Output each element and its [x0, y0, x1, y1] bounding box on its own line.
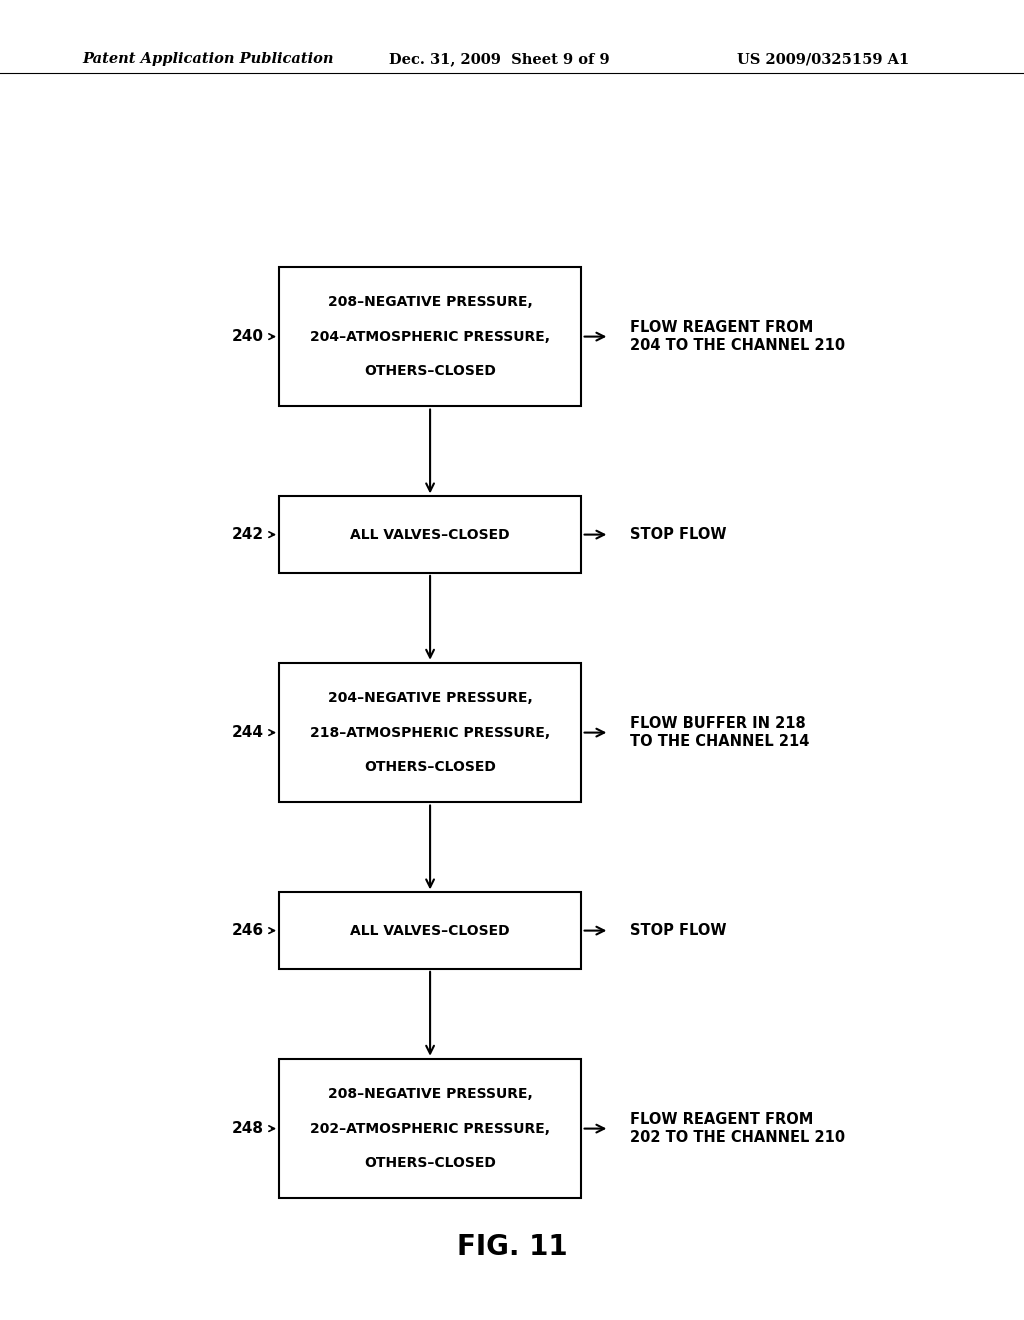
- Text: FIG. 11: FIG. 11: [457, 1233, 567, 1262]
- Text: 242: 242: [231, 527, 263, 543]
- FancyBboxPatch shape: [279, 267, 581, 407]
- Text: 204–NEGATIVE PRESSURE,: 204–NEGATIVE PRESSURE,: [328, 690, 532, 705]
- FancyBboxPatch shape: [279, 496, 581, 573]
- Text: ALL VALVES–CLOSED: ALL VALVES–CLOSED: [350, 528, 510, 541]
- Text: Dec. 31, 2009  Sheet 9 of 9: Dec. 31, 2009 Sheet 9 of 9: [389, 53, 609, 66]
- Text: FLOW BUFFER IN 218
TO THE CHANNEL 214: FLOW BUFFER IN 218 TO THE CHANNEL 214: [630, 717, 809, 748]
- Text: 218–ATMOSPHERIC PRESSURE,: 218–ATMOSPHERIC PRESSURE,: [310, 726, 550, 739]
- Text: 240: 240: [231, 329, 263, 345]
- Text: 202–ATMOSPHERIC PRESSURE,: 202–ATMOSPHERIC PRESSURE,: [310, 1122, 550, 1135]
- Text: 208–NEGATIVE PRESSURE,: 208–NEGATIVE PRESSURE,: [328, 294, 532, 309]
- Text: Patent Application Publication: Patent Application Publication: [82, 53, 334, 66]
- Text: STOP FLOW: STOP FLOW: [630, 527, 726, 543]
- Text: 248: 248: [231, 1121, 263, 1137]
- FancyBboxPatch shape: [279, 892, 581, 969]
- Text: ALL VALVES–CLOSED: ALL VALVES–CLOSED: [350, 924, 510, 937]
- FancyBboxPatch shape: [279, 663, 581, 801]
- Text: 244: 244: [231, 725, 263, 741]
- Text: OTHERS–CLOSED: OTHERS–CLOSED: [365, 1156, 496, 1171]
- FancyBboxPatch shape: [279, 1059, 581, 1199]
- Text: 246: 246: [231, 923, 263, 939]
- Text: 204–ATMOSPHERIC PRESSURE,: 204–ATMOSPHERIC PRESSURE,: [310, 330, 550, 343]
- Text: OTHERS–CLOSED: OTHERS–CLOSED: [365, 760, 496, 775]
- Text: FLOW REAGENT FROM
202 TO THE CHANNEL 210: FLOW REAGENT FROM 202 TO THE CHANNEL 210: [630, 1113, 845, 1144]
- Text: US 2009/0325159 A1: US 2009/0325159 A1: [737, 53, 909, 66]
- Text: OTHERS–CLOSED: OTHERS–CLOSED: [365, 364, 496, 379]
- Text: STOP FLOW: STOP FLOW: [630, 923, 726, 939]
- Text: FLOW REAGENT FROM
204 TO THE CHANNEL 210: FLOW REAGENT FROM 204 TO THE CHANNEL 210: [630, 321, 845, 352]
- Text: 208–NEGATIVE PRESSURE,: 208–NEGATIVE PRESSURE,: [328, 1086, 532, 1101]
